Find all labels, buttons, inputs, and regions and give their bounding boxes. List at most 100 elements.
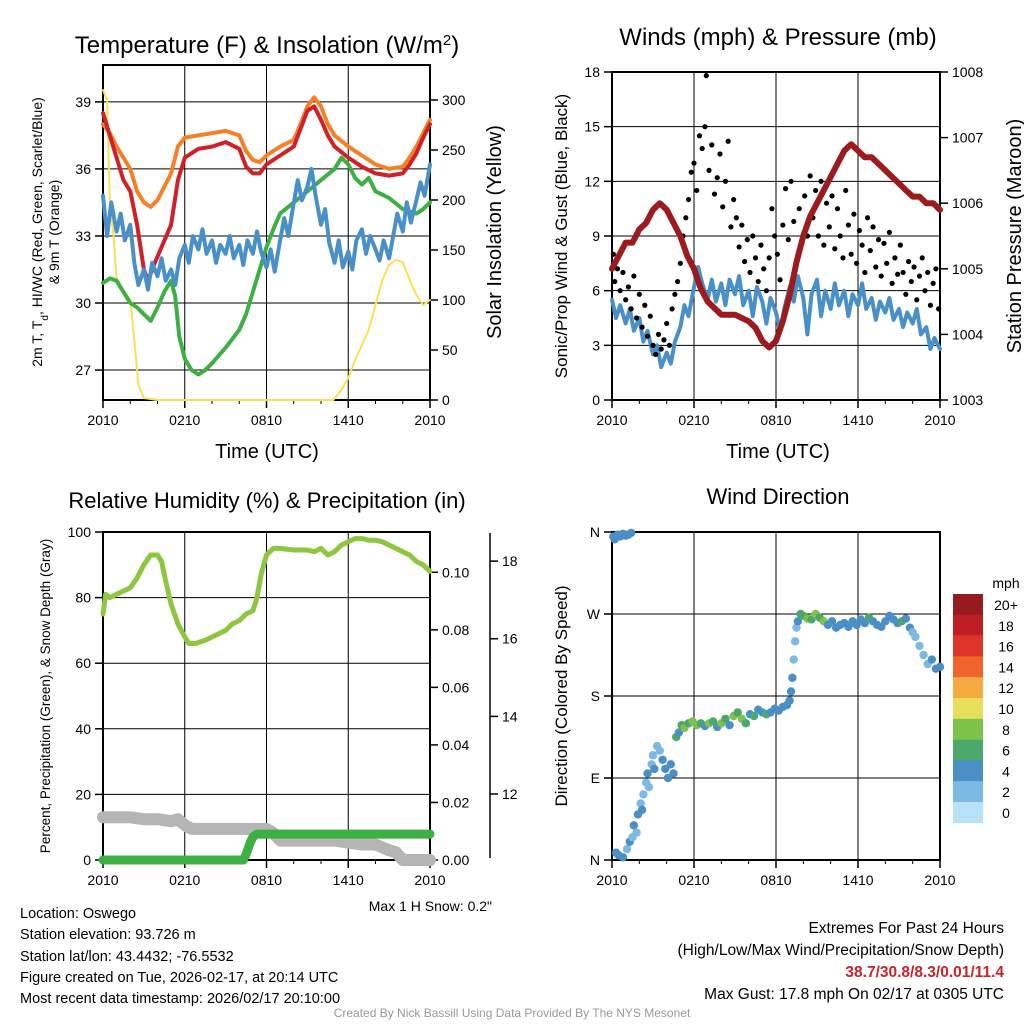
gust-point <box>694 187 700 194</box>
gust-point <box>905 258 912 265</box>
precip-y2-tick-label: 0.10 <box>442 564 469 580</box>
gust-point <box>930 280 936 286</box>
series-sonic-prop-wind-line <box>610 265 942 370</box>
wind-x-axis-label: Time (UTC) <box>726 441 830 463</box>
temp-y-tick-label: 30 <box>75 295 91 311</box>
wind-x-tick-label: 0810 <box>760 412 791 428</box>
gust-point <box>829 193 835 199</box>
gust-point <box>725 138 731 144</box>
station-elevation: Station elevation: 93.726 m <box>20 927 196 944</box>
wind-y2-tick-label: 1006 <box>952 195 983 211</box>
gust-point <box>722 178 729 184</box>
gust-point <box>666 342 673 348</box>
extremes-panel: Extremes For Past 24 Hours (High/Low/Max… <box>678 918 1005 1006</box>
legend-swatch <box>953 635 983 657</box>
rh-y-axis-label: Percent, Precipitation (Green), & Snow D… <box>38 539 53 853</box>
gust-point <box>933 266 939 272</box>
gust-point <box>714 175 720 181</box>
rh-y-tick-label: 0 <box>83 852 91 868</box>
legend-swatch <box>953 698 983 719</box>
gust-point <box>696 133 703 139</box>
gust-point <box>851 211 857 217</box>
temp-y2-axis-label: Solar Insolation (Yellow) <box>484 125 506 339</box>
gust-point <box>709 142 715 148</box>
gust-point <box>612 278 618 285</box>
gust-point <box>881 240 887 246</box>
wind-y2-tick-label: 1007 <box>952 130 983 146</box>
gust-point <box>669 306 675 312</box>
gust-point <box>788 178 794 184</box>
wind-direction-point <box>629 821 639 830</box>
legend-swatch <box>953 802 983 823</box>
dir-y-tick-label: N <box>590 524 600 540</box>
wind-direction-point <box>626 528 636 538</box>
legend-swatch <box>953 739 983 761</box>
rh-y-tick-label: 60 <box>75 655 91 671</box>
wind-direction-point <box>622 844 632 854</box>
series-relative-humidity-line <box>100 536 433 646</box>
legend-swatch <box>953 594 983 615</box>
wind-y-tick-label: 12 <box>584 173 600 189</box>
gust-point <box>634 315 640 321</box>
wind-x-tick-label: 0210 <box>678 412 709 428</box>
legend-swatch <box>953 760 983 782</box>
temp-y2-tick-label: 50 <box>442 342 458 358</box>
gust-point <box>859 242 865 248</box>
wind-plot-frame <box>611 71 941 401</box>
gust-point <box>636 291 642 297</box>
legend-label: 6 <box>1002 743 1010 759</box>
dir-x-tick-label: 1410 <box>842 872 873 888</box>
legend-label: 20+ <box>994 597 1018 613</box>
series-dew-point-line <box>101 155 432 377</box>
gust-point <box>900 269 906 276</box>
wind-direction-point <box>788 673 797 682</box>
rh-y-tick-label: 100 <box>68 524 92 540</box>
station-latlon: Station lat/lon: 43.4432; -76.5532 <box>20 948 234 965</box>
gust-point <box>919 255 925 261</box>
gust-point <box>777 277 783 283</box>
gust-point <box>685 196 692 203</box>
gust-point <box>815 233 821 239</box>
gust-point <box>758 242 764 248</box>
recent-data-timestamp: Most recent data timestamp: 2026/02/17 2… <box>20 991 341 1008</box>
series-wind-chill-line <box>101 162 432 292</box>
gust-point <box>796 206 802 212</box>
gust-point <box>655 331 662 337</box>
gust-point <box>672 291 678 297</box>
gust-point <box>769 206 775 212</box>
gust-point <box>807 173 813 179</box>
dir-x-tick-label: 2010 <box>596 872 627 888</box>
gust-point <box>744 237 750 243</box>
extremes-subtitle: (High/Low/Max Wind/Precipitation/Snow De… <box>677 942 1005 959</box>
legend-label: 16 <box>998 639 1014 655</box>
gust-point <box>873 264 879 270</box>
gust-point <box>834 206 841 212</box>
gust-point <box>875 237 882 243</box>
extremes-title: Extremes For Past 24 Hours <box>808 920 1004 937</box>
gust-point <box>927 302 934 308</box>
wind-y-tick-label: 18 <box>584 64 600 80</box>
gust-point <box>736 244 742 250</box>
wind-direction-point <box>911 632 920 641</box>
temp-y2-tick-label: 100 <box>442 292 466 308</box>
gust-point <box>642 302 648 308</box>
wind-direction-point <box>658 755 667 764</box>
gust-point <box>639 324 645 330</box>
legend-label: 4 <box>1002 763 1010 779</box>
gust-point <box>895 271 901 277</box>
gust-point <box>650 342 656 348</box>
gust-point <box>739 222 745 228</box>
dir-y-tick-label: S <box>591 688 600 704</box>
wind-direction-point <box>733 708 742 717</box>
wind-direction-point <box>650 764 659 774</box>
rh-x-tick-label: 1410 <box>333 872 364 888</box>
wind-direction-point <box>648 751 658 760</box>
gust-point <box>661 337 667 343</box>
extremes-values: 38.7/30.8/8.3/0.01/11.4 <box>845 964 1004 981</box>
gust-point <box>664 320 670 327</box>
gust-point <box>780 222 786 228</box>
wind-y-tick-label: 9 <box>592 228 600 244</box>
gust-point <box>908 278 914 285</box>
gust-point <box>631 273 637 279</box>
precip-y2-tick-label: 0.06 <box>442 679 469 695</box>
